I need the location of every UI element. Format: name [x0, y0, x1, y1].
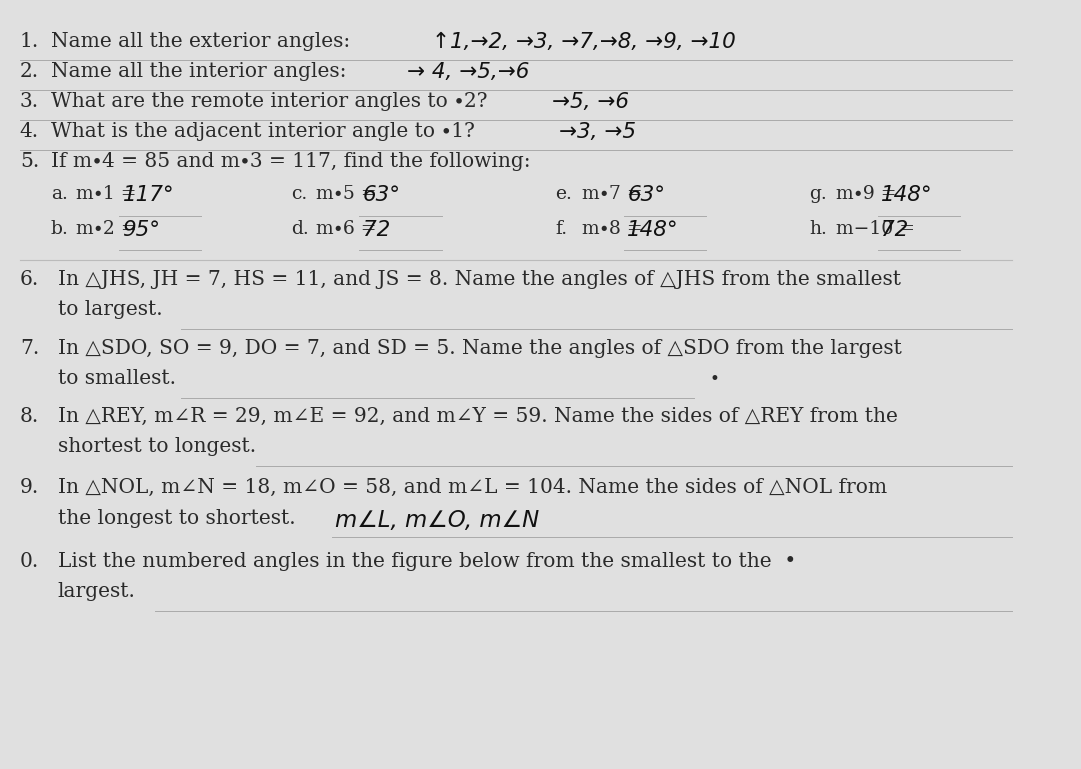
- Text: a.: a.: [51, 185, 67, 203]
- Text: What are the remote interior angles to ∙2?: What are the remote interior angles to ∙…: [51, 92, 488, 111]
- Text: 8.: 8.: [19, 407, 39, 426]
- Text: 2.: 2.: [19, 62, 39, 81]
- Text: 1.: 1.: [19, 32, 39, 51]
- Text: m∙1 =: m∙1 =: [77, 185, 137, 203]
- Text: to smallest.: to smallest.: [57, 369, 176, 388]
- Text: 3.: 3.: [19, 92, 39, 111]
- Text: 72: 72: [362, 220, 390, 240]
- Text: Name all the exterior angles:: Name all the exterior angles:: [51, 32, 350, 51]
- Text: In △REY, m∠R = 29, m∠E = 92, and m∠Y = 59. Name the sides of △REY from the: In △REY, m∠R = 29, m∠E = 92, and m∠Y = 5…: [57, 407, 897, 426]
- Text: the longest to shortest.: the longest to shortest.: [57, 508, 295, 528]
- Text: 63°: 63°: [362, 185, 401, 205]
- Text: In △NOL, m∠N = 18, m∠O = 58, and m∠L = 104. Name the sides of △NOL from: In △NOL, m∠N = 18, m∠O = 58, and m∠L = 1…: [57, 478, 886, 497]
- Text: m∙5 =: m∙5 =: [317, 185, 377, 203]
- Text: f.: f.: [556, 220, 568, 238]
- Text: 0.: 0.: [19, 551, 39, 571]
- Text: m∙9 =: m∙9 =: [836, 185, 896, 203]
- Text: 148°: 148°: [627, 220, 679, 240]
- Text: 6.: 6.: [19, 270, 39, 288]
- Text: Name all the interior angles:: Name all the interior angles:: [51, 62, 346, 81]
- Text: to largest.: to largest.: [57, 300, 162, 319]
- Text: In △SDO, SO = 9, DO = 7, and SD = 5. Name the angles of △SDO from the largest: In △SDO, SO = 9, DO = 7, and SD = 5. Nam…: [57, 338, 902, 358]
- Text: g.: g.: [809, 185, 827, 203]
- Text: 9.: 9.: [19, 478, 39, 497]
- Text: 95°: 95°: [122, 220, 160, 240]
- Text: →5, →6: →5, →6: [552, 92, 629, 112]
- Text: → 4, →5,→6: → 4, →5,→6: [406, 62, 529, 82]
- Text: 117°: 117°: [122, 185, 174, 205]
- Text: What is the adjacent interior angle to ∙1?: What is the adjacent interior angle to ∙…: [51, 122, 475, 141]
- Text: c.: c.: [291, 185, 307, 203]
- Text: e.: e.: [556, 185, 572, 203]
- Text: List the numbered angles in the figure below from the smallest to the  •: List the numbered angles in the figure b…: [57, 551, 796, 571]
- Text: m∙6 =: m∙6 =: [317, 220, 377, 238]
- Text: m∙8 =: m∙8 =: [583, 220, 643, 238]
- Text: In △JHS, JH = 7, HS = 11, and JS = 8. Name the angles of △JHS from the smallest: In △JHS, JH = 7, HS = 11, and JS = 8. Na…: [57, 270, 900, 288]
- Text: If m∙4 = 85 and m∙3 = 117, find the following:: If m∙4 = 85 and m∙3 = 117, find the foll…: [51, 151, 531, 171]
- Text: 4.: 4.: [19, 122, 39, 141]
- Text: 148°: 148°: [881, 185, 932, 205]
- Text: 7.: 7.: [19, 338, 39, 358]
- Text: m∠L, m∠O, m∠N: m∠L, m∠O, m∠N: [335, 508, 539, 531]
- Text: h.: h.: [809, 220, 827, 238]
- Text: m−10 =: m−10 =: [836, 220, 915, 238]
- Text: 63°: 63°: [627, 185, 665, 205]
- Text: →3, →5: →3, →5: [559, 122, 636, 141]
- Text: m∙7 =: m∙7 =: [583, 185, 643, 203]
- Text: 5.: 5.: [19, 151, 39, 171]
- Text: b.: b.: [51, 220, 68, 238]
- Text: shortest to longest.: shortest to longest.: [57, 438, 256, 456]
- Text: 72: 72: [881, 220, 908, 240]
- Text: m∙2 =: m∙2 =: [77, 220, 137, 238]
- Text: ↑1,→2, →3, →7,→8, →9, →10: ↑1,→2, →3, →7,→8, →9, →10: [432, 32, 736, 52]
- Text: •: •: [709, 371, 719, 388]
- Text: d.: d.: [291, 220, 308, 238]
- Text: largest.: largest.: [57, 582, 136, 601]
